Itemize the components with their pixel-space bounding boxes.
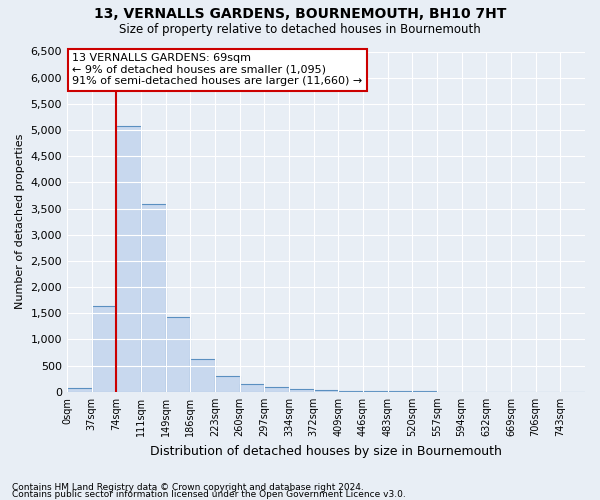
Bar <box>239 384 265 392</box>
Bar <box>116 126 141 392</box>
Bar <box>141 204 166 392</box>
Text: Contains public sector information licensed under the Open Government Licence v3: Contains public sector information licen… <box>12 490 406 499</box>
Bar <box>92 306 116 392</box>
Y-axis label: Number of detached properties: Number of detached properties <box>15 134 25 310</box>
X-axis label: Distribution of detached houses by size in Bournemouth: Distribution of detached houses by size … <box>150 444 502 458</box>
Bar <box>166 318 190 392</box>
Text: Size of property relative to detached houses in Bournemouth: Size of property relative to detached ho… <box>119 22 481 36</box>
Bar <box>314 390 338 392</box>
Bar <box>190 360 215 392</box>
Bar <box>363 391 388 392</box>
Bar <box>67 388 92 392</box>
Text: Contains HM Land Registry data © Crown copyright and database right 2024.: Contains HM Land Registry data © Crown c… <box>12 484 364 492</box>
Text: 13, VERNALLS GARDENS, BOURNEMOUTH, BH10 7HT: 13, VERNALLS GARDENS, BOURNEMOUTH, BH10 … <box>94 8 506 22</box>
Bar <box>265 387 289 392</box>
Text: 13 VERNALLS GARDENS: 69sqm
← 9% of detached houses are smaller (1,095)
91% of se: 13 VERNALLS GARDENS: 69sqm ← 9% of detac… <box>72 53 362 86</box>
Bar <box>338 391 363 392</box>
Bar <box>215 376 239 392</box>
Bar <box>289 389 314 392</box>
